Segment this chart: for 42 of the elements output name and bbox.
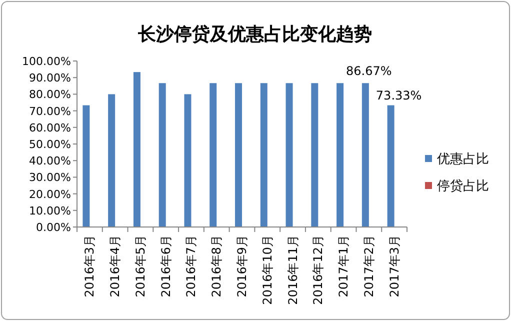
x-tick-label: 2016年5月 xyxy=(133,235,148,298)
bar xyxy=(210,83,217,227)
data-label: 73.33% xyxy=(376,88,422,102)
bar xyxy=(108,94,116,227)
x-tick-label: 2016年3月 xyxy=(82,235,97,298)
bar xyxy=(158,83,166,227)
bar xyxy=(184,94,192,227)
x-tick-label: 2017年2月 xyxy=(362,235,376,298)
legend-label: 停贷占比 xyxy=(437,179,489,194)
x-tick-label: 2016年10月 xyxy=(260,235,274,305)
x-tick-label: 2017年1月 xyxy=(336,235,351,298)
chart-title: 长沙停贷及优惠占比变化趋势 xyxy=(137,24,372,45)
x-tick-label: 2016年4月 xyxy=(108,235,122,298)
bar xyxy=(286,83,293,227)
x-tick-label: 2016年6月 xyxy=(158,235,173,298)
bar xyxy=(82,105,90,227)
data-label: 86.67% xyxy=(346,64,392,78)
legend-label: 优惠占比 xyxy=(437,152,489,167)
y-tick-label: 90.00% xyxy=(29,72,71,85)
y-tick-label: 50.00% xyxy=(29,138,71,151)
bar xyxy=(387,105,394,227)
bar xyxy=(362,83,369,227)
x-tick-label: 2016年12月 xyxy=(311,235,326,305)
y-tick-label: 0.00% xyxy=(36,221,71,234)
y-tick-label: 30.00% xyxy=(29,171,71,184)
bar xyxy=(336,83,344,227)
bar xyxy=(311,83,318,227)
x-tick-label: 2016年8月 xyxy=(210,235,224,298)
x-tick-label: 2016年7月 xyxy=(184,235,198,298)
bar xyxy=(133,72,140,227)
x-tick-label: 2016年9月 xyxy=(235,235,249,298)
y-tick-label: 100.00% xyxy=(22,55,71,68)
y-tick-label: 60.00% xyxy=(29,121,71,134)
y-tick-label: 70.00% xyxy=(29,104,71,118)
x-tick-label: 2017年3月 xyxy=(387,235,402,298)
y-tick-label: 40.00% xyxy=(29,154,71,168)
bar xyxy=(260,83,268,227)
y-tick-label: 10.00% xyxy=(29,204,71,218)
y-tick-label: 80.00% xyxy=(29,88,71,102)
bar xyxy=(235,83,242,227)
y-tick-label: 20.00% xyxy=(29,188,71,201)
x-tick-label: 2016年11月 xyxy=(286,235,300,305)
